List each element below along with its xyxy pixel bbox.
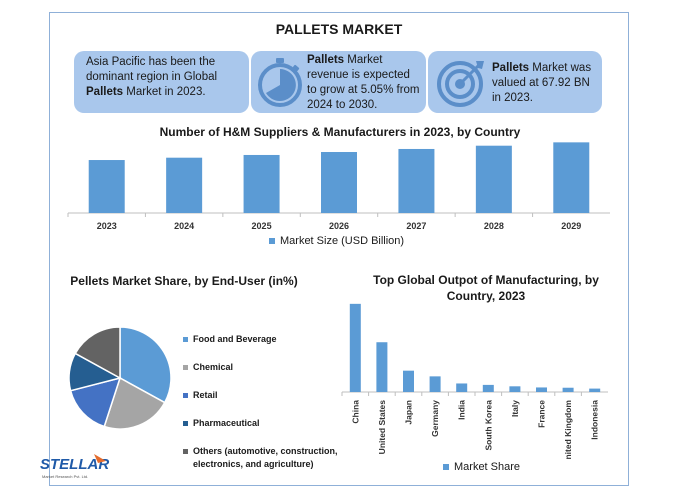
legend-swatch (183, 449, 188, 454)
legend-label: Market Share (454, 461, 521, 473)
bar (482, 384, 494, 392)
legend-label: Food and Beverage (193, 334, 277, 344)
x-tick-label: Japan (404, 400, 414, 425)
bar (88, 160, 125, 213)
stopwatch-icon (258, 58, 302, 107)
card-text: Asia Pacific has been the dominant regio… (86, 56, 218, 98)
market-size-bar-chart: 2023 2024 2025 2026 2027 2028 2029 (67, 142, 610, 231)
pie-slice (119, 326, 172, 404)
bar (536, 387, 547, 392)
page-title: PALLETS MARKET (275, 21, 403, 37)
bar (475, 145, 512, 213)
x-tick-label: Indonesia (590, 400, 600, 440)
bar (398, 148, 435, 213)
bar (589, 388, 601, 392)
x-tick-label: South Korea (483, 400, 493, 451)
pie-legend-item: Retail (183, 389, 358, 402)
card-text: Pallets Market was valued at 67.92 BN in… (492, 62, 592, 104)
legend-swatch (183, 365, 188, 370)
x-tick-label: Italy (510, 400, 520, 417)
pie-slice (69, 376, 122, 428)
pie-legend-item: Food and Beverage (183, 333, 358, 346)
legend-swatch (183, 337, 188, 342)
x-tick-label: United Kingdom (563, 400, 573, 459)
info-card-growth: Pallets Market revenue is expected to gr… (251, 51, 426, 113)
x-tick-label: United States (377, 400, 387, 455)
bar (349, 303, 361, 392)
legend-label: Chemical (193, 362, 234, 372)
svg-text:STELLAR: STELLAR (40, 456, 109, 473)
x-tick-label: 2029 (561, 221, 581, 231)
card-text: Pallets Market revenue is expected to gr… (307, 54, 420, 111)
x-tick-label: 2024 (174, 221, 194, 231)
pie-legend-item: Pharmaceutical (183, 417, 358, 430)
x-tick-label: 2028 (484, 221, 504, 231)
stellar-logo: STELLAR Market Research Pvt. Ltd. (38, 451, 110, 486)
bar (376, 342, 388, 392)
manufacturing-legend: Market Share (443, 461, 520, 473)
info-card-region: Asia Pacific has been the dominant regio… (74, 51, 249, 113)
market-size-legend: Market Size (USD Billion) (269, 235, 404, 247)
pie-slice (103, 376, 166, 430)
pie-legend-item: Others (automotive, construction, electr… (183, 445, 358, 471)
manufacturing-chart-title: Top Global Outpot of Manufacturing, by C… (373, 273, 599, 303)
pie-slice (74, 326, 121, 380)
svg-text:Market Research Pvt. Ltd.: Market Research Pvt. Ltd. (42, 474, 88, 479)
bar (553, 142, 590, 213)
end-user-pie-legend: Food and Beverage Chemical Retail Pharmaceu… (183, 323, 363, 469)
end-user-pie-chart (68, 326, 172, 430)
bar (509, 386, 521, 392)
bar (429, 376, 441, 392)
x-tick-label: 2023 (97, 221, 117, 231)
bar (562, 387, 574, 392)
x-tick-label: Germany (430, 400, 440, 437)
x-tick-label: 2025 (252, 221, 272, 231)
end-user-pie-title: Pellets Market Share, by End-User (in%) (70, 274, 298, 288)
pie-legend-item: Chemical (183, 361, 358, 374)
x-tick-label: France (537, 400, 547, 428)
manufacturing-bar-chart: China United States Japan Germany India South… (341, 303, 608, 459)
info-card-valuation: Pallets Market was valued at 67.92 BN in… (428, 51, 602, 113)
bar (166, 157, 203, 213)
target-icon (437, 61, 484, 107)
legend-label: Retail (193, 390, 218, 400)
bar (321, 152, 357, 213)
market-size-chart-title: Number of H&M Suppliers & Manufacturers … (159, 125, 521, 139)
legend-swatch (443, 464, 449, 470)
infographic-frame: PALLETS MARKET Asia Pacific has been the… (49, 12, 629, 486)
x-tick-label: India (457, 400, 467, 420)
legend-swatch (183, 421, 188, 426)
legend-label: Others (automotive, construction, electr… (193, 446, 338, 469)
x-tick-label: China (350, 400, 360, 424)
legend-label: Pharmaceutical (193, 418, 260, 428)
bar (403, 370, 414, 392)
legend-swatch (269, 238, 275, 244)
x-tick-label: 2026 (329, 221, 349, 231)
bar (243, 154, 280, 213)
bar (456, 383, 468, 392)
legend-label: Market Size (USD Billion) (280, 235, 405, 247)
x-tick-label: 2027 (406, 221, 426, 231)
legend-swatch (183, 393, 188, 398)
